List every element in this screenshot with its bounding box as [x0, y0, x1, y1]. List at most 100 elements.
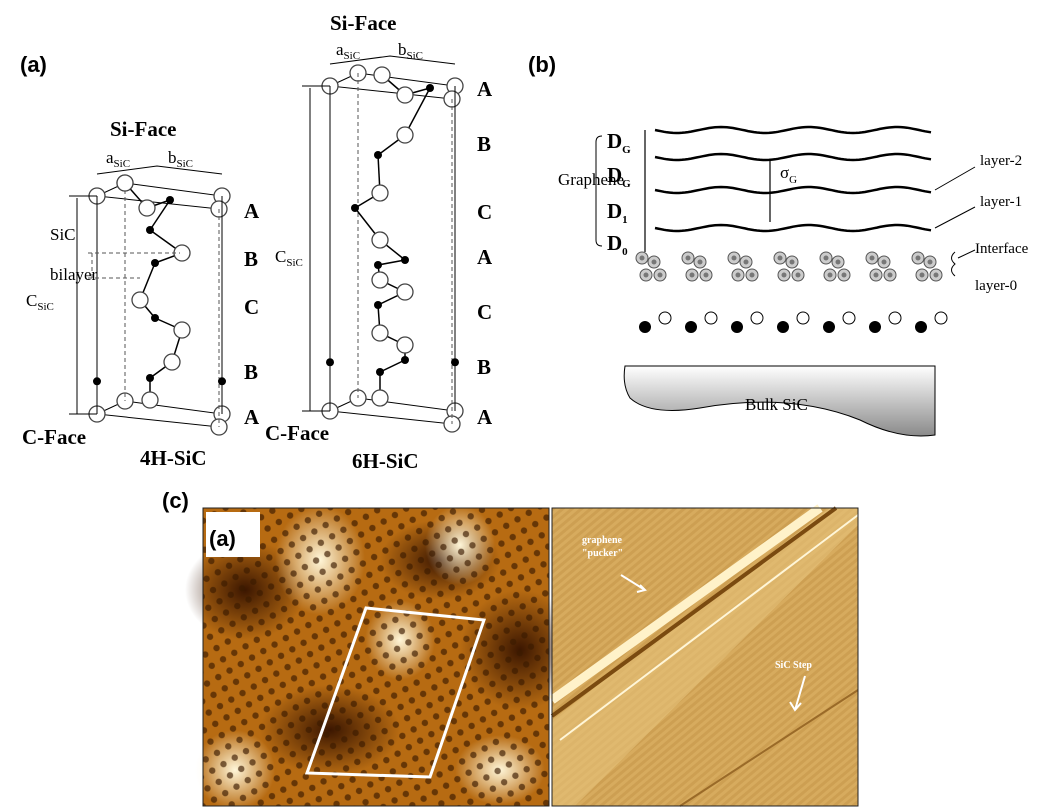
- atom: [146, 374, 154, 382]
- atom: [164, 354, 180, 370]
- atom: [151, 259, 159, 267]
- polytype-name: 6H-SiC: [352, 449, 419, 473]
- panel-label: (b): [528, 52, 556, 77]
- interface-core: [782, 273, 787, 278]
- bilayer-marks: [88, 253, 180, 278]
- axis-symbol: CSiC: [26, 291, 54, 313]
- c-atom: [797, 312, 809, 324]
- bond: [378, 260, 405, 265]
- c-atom: [705, 312, 717, 324]
- symbol-sub: 1: [622, 214, 628, 226]
- interface-core: [824, 256, 829, 261]
- interface-core: [828, 273, 833, 278]
- c-atom: [751, 312, 763, 324]
- symbol-sub: 0: [622, 246, 628, 258]
- c-atom: [935, 312, 947, 324]
- interface-core: [870, 256, 875, 261]
- panel-label: (a): [20, 52, 47, 77]
- atom: [372, 272, 388, 288]
- atom: [174, 322, 190, 338]
- symbol: DG: [607, 163, 631, 190]
- stacking-label: B: [477, 132, 491, 156]
- annotation: SiC Step: [775, 660, 812, 671]
- bond: [380, 360, 405, 372]
- stacking-label: A: [244, 199, 260, 223]
- symbol: D0: [607, 231, 628, 258]
- atom: [372, 390, 388, 406]
- cell-4h: Si-Face aSiC bSiC SiC bilayer CSiC C-Fac…: [22, 117, 260, 470]
- axis-symbol: aSiC: [336, 40, 360, 62]
- cell-face: [330, 398, 455, 424]
- atom: [166, 196, 174, 204]
- atom: [376, 368, 384, 376]
- c-atom: [659, 312, 671, 324]
- interface-core: [916, 256, 921, 261]
- bracket: [596, 136, 602, 246]
- symbol-main: D: [607, 199, 622, 223]
- si-atom: [823, 321, 835, 333]
- symbol-main: D: [607, 163, 622, 187]
- annotation: graphene: [582, 535, 623, 546]
- face-label: C-Face: [22, 425, 86, 449]
- graphene-sheet: [655, 127, 931, 133]
- cell-6h: Si-Face aSiC bSiC CSiC C-Face 6H-SiC ABC…: [265, 11, 493, 473]
- layers: DGDGD1D0σGlayer-2layer-1Interfacelayer-0: [607, 127, 1029, 333]
- stm-image: (a): [185, 505, 580, 807]
- stacking-label: A: [477, 405, 493, 429]
- interface-core: [934, 273, 939, 278]
- atom: [397, 337, 413, 353]
- axis-symbol: aSiC: [106, 148, 130, 170]
- interface-core: [778, 256, 783, 261]
- atom: [146, 226, 154, 234]
- atom: [451, 358, 459, 366]
- c-atom: [889, 312, 901, 324]
- symbol-main: σ: [780, 163, 789, 182]
- face-label: C-Face: [265, 421, 329, 445]
- graphene-sheet: [655, 187, 931, 193]
- interface-core: [732, 256, 737, 261]
- atom: [93, 377, 101, 385]
- interface-core: [686, 256, 691, 261]
- interface-core: [640, 256, 645, 261]
- stacking-label: B: [244, 360, 258, 384]
- interface-core: [842, 273, 847, 278]
- symbol: DG: [607, 129, 631, 156]
- note: bilayer: [50, 265, 98, 284]
- atom: [397, 127, 413, 143]
- pointers: [935, 167, 975, 258]
- atom: [374, 261, 382, 269]
- interface-core: [744, 260, 749, 265]
- atom: [401, 256, 409, 264]
- face-label: Si-Face: [110, 117, 176, 141]
- interface-core: [836, 260, 841, 265]
- interface-core: [658, 273, 663, 278]
- inset-label: (a): [209, 526, 236, 551]
- atom: [374, 301, 382, 309]
- stacking-label: B: [477, 355, 491, 379]
- symbol-main: D: [607, 231, 622, 255]
- interface-core: [690, 273, 695, 278]
- symbol: σG: [780, 163, 797, 186]
- graphene-sheet: [655, 154, 931, 160]
- atom: [151, 314, 159, 322]
- interface-core: [888, 273, 893, 278]
- interface-core: [652, 260, 657, 265]
- axis-symbol: CSiC: [275, 247, 303, 269]
- atom: [397, 87, 413, 103]
- note: SiC: [50, 225, 76, 244]
- stacking-label: A: [477, 245, 493, 269]
- interface-core: [920, 273, 925, 278]
- atom: [374, 67, 390, 83]
- interface-core: [698, 260, 703, 265]
- atom: [218, 377, 226, 385]
- cell-face: [330, 73, 455, 99]
- stacking-label: B: [244, 247, 258, 271]
- interface-core: [796, 273, 801, 278]
- atom: [372, 185, 388, 201]
- interface-core: [928, 260, 933, 265]
- figure: (a) Si-Face aSiC bSiC SiC bilayer CSiC C…: [0, 0, 1059, 807]
- atom: [426, 84, 434, 92]
- axis-symbol: bSiC: [168, 148, 193, 170]
- interface-core: [644, 273, 649, 278]
- si-atom: [731, 321, 743, 333]
